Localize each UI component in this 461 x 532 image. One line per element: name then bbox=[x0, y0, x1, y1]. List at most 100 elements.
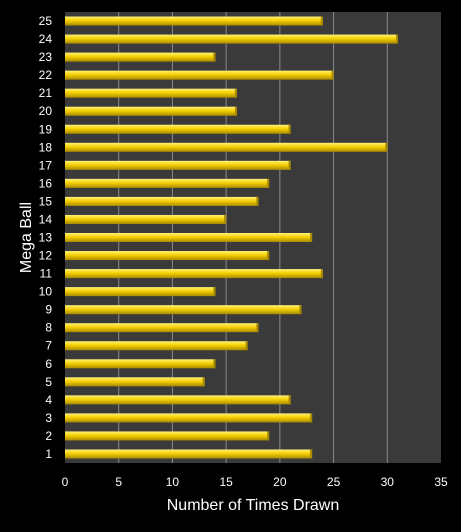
bar-end-cap bbox=[299, 305, 302, 315]
y-tick-label: 20 bbox=[39, 104, 53, 118]
bar-10 bbox=[65, 287, 216, 297]
bar-end-cap bbox=[331, 70, 334, 80]
x-tick-label: 5 bbox=[115, 475, 122, 489]
bar bbox=[65, 341, 248, 351]
x-axis-title: Number of Times Drawn bbox=[167, 497, 340, 514]
bar bbox=[65, 305, 302, 315]
bar-end-cap bbox=[256, 196, 259, 206]
x-tick-label: 30 bbox=[381, 475, 395, 489]
bar-25 bbox=[65, 16, 323, 26]
bar-16 bbox=[65, 178, 270, 188]
bar-11 bbox=[65, 269, 323, 279]
bar-13 bbox=[65, 232, 313, 243]
x-tick-label: 0 bbox=[62, 475, 69, 489]
bar bbox=[65, 214, 227, 224]
bar-end-cap bbox=[310, 449, 313, 459]
x-tick-label: 20 bbox=[273, 475, 287, 489]
y-tick-label: 11 bbox=[40, 267, 53, 281]
bar-end-cap bbox=[213, 287, 216, 297]
bar-3 bbox=[65, 413, 313, 423]
bar-end-cap bbox=[256, 323, 259, 333]
bar bbox=[65, 160, 291, 170]
bar bbox=[65, 395, 291, 405]
bar-end-cap bbox=[310, 232, 313, 243]
bar bbox=[65, 88, 237, 98]
y-tick-label: 16 bbox=[39, 176, 53, 190]
bar-end-cap bbox=[288, 124, 291, 134]
bar-22 bbox=[65, 70, 334, 80]
bar-21 bbox=[65, 88, 237, 98]
bar-end-cap bbox=[310, 413, 313, 423]
y-tick-label: 7 bbox=[45, 339, 52, 353]
y-tick-label: 25 bbox=[39, 14, 53, 28]
y-tick-label: 2 bbox=[45, 429, 52, 443]
y-tick-label: 19 bbox=[39, 122, 53, 136]
bar-14 bbox=[65, 214, 227, 224]
bar-end-cap bbox=[224, 214, 227, 224]
bar-end-cap bbox=[320, 269, 323, 279]
bar bbox=[65, 323, 259, 333]
y-tick-label: 17 bbox=[39, 158, 53, 172]
bar-6 bbox=[65, 359, 216, 369]
y-tick-label: 14 bbox=[39, 212, 53, 226]
y-tick-label: 5 bbox=[45, 375, 52, 389]
bar-7 bbox=[65, 341, 248, 351]
bar-20 bbox=[65, 106, 237, 116]
y-tick-label: 22 bbox=[39, 68, 53, 82]
x-tick-label: 15 bbox=[219, 475, 233, 489]
bar-15 bbox=[65, 196, 259, 206]
y-tick-label: 9 bbox=[45, 303, 52, 317]
bar-24 bbox=[65, 34, 399, 44]
x-tick-labels: 0 5 10 15 20 25 30 35 bbox=[62, 475, 448, 489]
bar bbox=[65, 34, 399, 44]
y-tick-label: 15 bbox=[39, 194, 53, 208]
bar bbox=[65, 52, 216, 62]
bars bbox=[65, 16, 399, 459]
bar-end-cap bbox=[267, 431, 270, 441]
y-tick-label: 1 bbox=[45, 447, 52, 461]
bar bbox=[65, 70, 334, 80]
y-tick-label: 24 bbox=[39, 32, 53, 46]
bar bbox=[65, 359, 216, 369]
bar-8 bbox=[65, 323, 259, 333]
y-tick-label: 6 bbox=[45, 357, 52, 371]
bar-end-cap bbox=[396, 34, 399, 44]
bar bbox=[65, 413, 313, 423]
bar bbox=[65, 232, 313, 243]
bar bbox=[65, 142, 388, 152]
bar bbox=[65, 431, 270, 441]
y-tick-label: 23 bbox=[39, 50, 53, 64]
bar bbox=[65, 106, 237, 116]
y-tick-label: 21 bbox=[39, 86, 53, 100]
bar-17 bbox=[65, 160, 291, 170]
bar-5 bbox=[65, 377, 205, 387]
bar-end-cap bbox=[245, 341, 248, 351]
bar bbox=[65, 16, 323, 26]
y-tick-label: 18 bbox=[39, 140, 53, 154]
bar bbox=[65, 251, 270, 261]
bar-end-cap bbox=[213, 52, 216, 62]
bar bbox=[65, 269, 323, 279]
bar-end-cap bbox=[202, 377, 205, 387]
bar-end-cap bbox=[288, 160, 291, 170]
y-axis-title: Mega Ball bbox=[18, 202, 35, 273]
bar-end-cap bbox=[385, 142, 388, 152]
bar-2 bbox=[65, 431, 270, 441]
bar-19 bbox=[65, 124, 291, 134]
y-tick-label: 8 bbox=[45, 321, 52, 335]
bar bbox=[65, 377, 205, 387]
bar-end-cap bbox=[234, 88, 237, 98]
y-tick-label: 10 bbox=[39, 285, 53, 299]
bar-end-cap bbox=[267, 178, 270, 188]
bar bbox=[65, 287, 216, 297]
bar bbox=[65, 178, 270, 188]
bar-4 bbox=[65, 395, 291, 405]
y-tick-labels: 1234567891011121314151617181920212223242… bbox=[39, 14, 53, 461]
bar-end-cap bbox=[234, 106, 237, 116]
bar-23 bbox=[65, 52, 216, 62]
bar-end-cap bbox=[213, 359, 216, 369]
y-tick-label: 13 bbox=[39, 231, 53, 245]
bar bbox=[65, 196, 259, 206]
